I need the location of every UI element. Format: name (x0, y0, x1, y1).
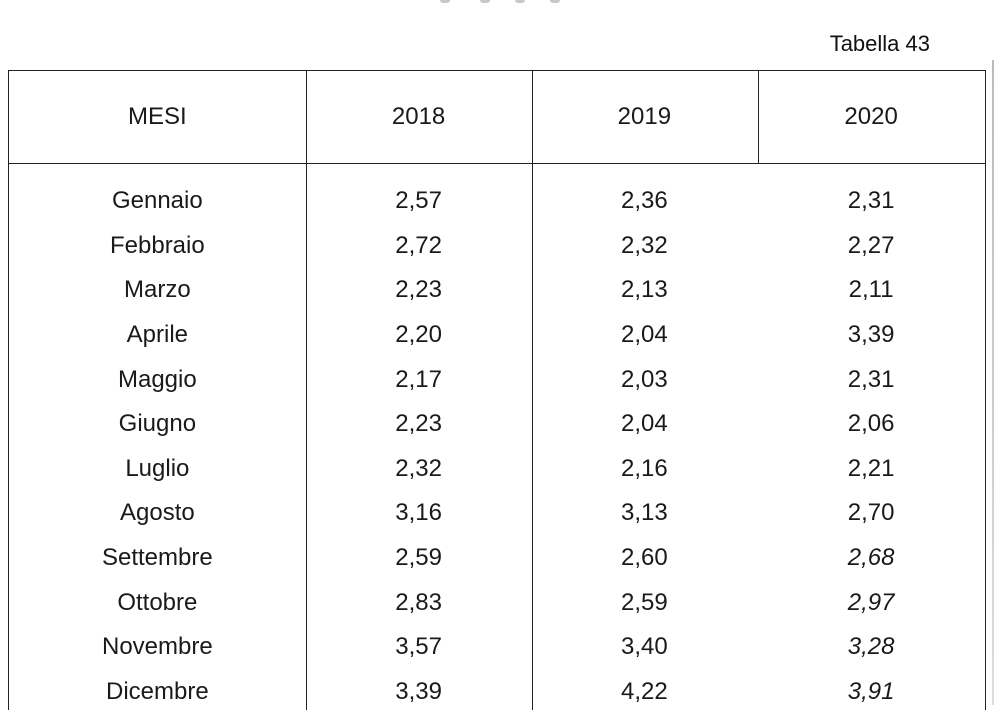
value-2019-cell: 2,59 (620, 588, 668, 616)
value-2018-cell: 2,23 (395, 410, 442, 438)
value-2018-cell: 2,57 (395, 187, 442, 215)
table-row: Novembre 3,57 3,40 3,28 (9, 625, 985, 670)
value-2019-cell: 3,13 (620, 499, 668, 527)
header-2018: 2018 (391, 103, 446, 130)
value-2019-cell: 2,03 (620, 365, 668, 393)
value-2020-cell: 2,27 (847, 231, 895, 259)
value-2019-cell: 2,60 (620, 544, 668, 572)
value-2018-cell: 3,39 (395, 677, 442, 705)
value-2020-cell: 2,06 (847, 410, 895, 438)
table-label: Tabella 43 (829, 31, 930, 56)
value-2019-cell: 4,22 (620, 677, 668, 705)
month-cell: Gennaio (111, 187, 203, 215)
data-table: MESI 2018 2019 2020 Gennaio 2,57 2,36 2,31 F… (8, 70, 986, 710)
table-row: Ottobre 2,83 2,59 2,97 (9, 580, 985, 625)
cropped-title-fragment (420, 0, 580, 4)
month-cell: Giugno (118, 410, 197, 438)
value-2019-cell: 2,32 (620, 231, 668, 259)
table-row: Agosto 3,16 3,13 2,70 (9, 491, 985, 536)
value-2020-cell: 2,21 (847, 454, 895, 482)
table-row: Febbraio 2,72 2,32 2,27 (9, 224, 985, 269)
value-2020-cell: 2,68 (847, 544, 895, 572)
value-2018-cell: 2,17 (395, 365, 442, 393)
value-2020-cell: 2,11 (848, 276, 894, 304)
month-cell: Dicembre (106, 677, 209, 705)
value-2020-cell: 3,91 (847, 677, 895, 705)
header-months: MESI (128, 103, 187, 130)
value-2020-cell: 2,31 (847, 365, 895, 393)
month-cell: Aprile (126, 321, 189, 349)
value-2018-cell: 3,57 (395, 633, 442, 661)
month-cell: Settembre (101, 544, 213, 572)
value-2020-cell: 2,31 (847, 187, 895, 215)
table-row: Settembre 2,59 2,60 2,68 (9, 536, 985, 581)
value-2019-cell: 2,13 (620, 276, 668, 304)
header-2020: 2020 (844, 103, 898, 130)
table-row: Marzo 2,23 2,13 2,11 (9, 268, 985, 313)
value-2020-cell: 3,39 (847, 321, 895, 349)
month-cell: Novembre (101, 633, 213, 661)
value-2019-cell: 2,36 (620, 187, 668, 215)
column-divider (758, 71, 759, 163)
value-2018-cell: 2,20 (395, 321, 442, 349)
value-2019-cell: 2,04 (620, 321, 668, 349)
table-row: Gennaio 2,57 2,36 2,31 (9, 179, 985, 224)
column-divider (306, 71, 307, 710)
month-cell: Marzo (124, 276, 191, 304)
header-divider (9, 163, 985, 164)
table-row: Maggio 2,17 2,03 2,31 (9, 357, 985, 402)
table-header-row: MESI 2018 2019 2020 (9, 71, 985, 163)
value-2018-cell: 2,83 (395, 588, 442, 616)
column-divider (532, 71, 533, 710)
value-2019-cell: 2,16 (620, 454, 668, 482)
value-2019-cell: 2,04 (620, 410, 668, 438)
month-cell: Febbraio (109, 231, 205, 259)
header-2019: 2019 (617, 103, 672, 130)
value-2020-cell: 2,97 (847, 588, 895, 616)
table-row: Giugno 2,23 2,04 2,06 (9, 402, 985, 447)
month-cell: Agosto (119, 499, 195, 527)
month-cell: Maggio (117, 365, 197, 393)
scan-edge (992, 60, 994, 705)
month-cell: Ottobre (117, 588, 198, 616)
value-2019-cell: 3,40 (620, 633, 668, 661)
value-2020-cell: 2,70 (847, 499, 895, 527)
value-2018-cell: 2,32 (395, 454, 442, 482)
table-row: Luglio 2,32 2,16 2,21 (9, 447, 985, 492)
month-cell: Luglio (125, 454, 190, 482)
value-2018-cell: 3,16 (395, 499, 442, 527)
value-2018-cell: 2,72 (395, 231, 442, 259)
value-2018-cell: 2,59 (395, 544, 442, 572)
table-row: Aprile 2,20 2,04 3,39 (9, 313, 985, 358)
value-2018-cell: 2,23 (395, 276, 442, 304)
table-row: Dicembre 3,39 4,22 3,91 (9, 670, 985, 714)
value-2020-cell: 3,28 (847, 633, 895, 661)
